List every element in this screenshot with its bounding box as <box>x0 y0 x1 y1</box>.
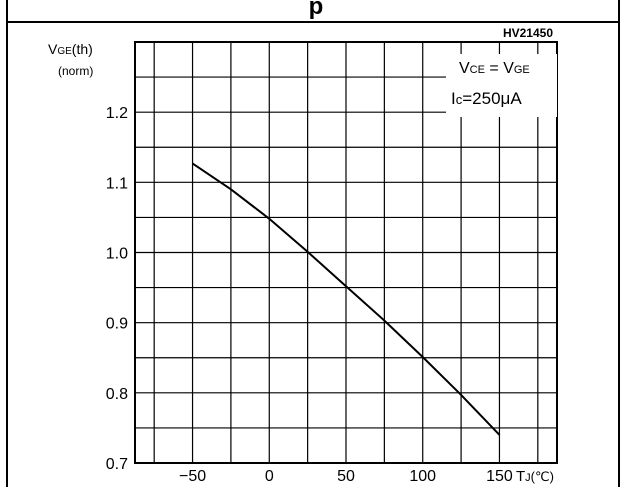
x-axis-label-main: T <box>516 468 525 485</box>
y-axis-norm-label: (norm) <box>58 64 93 78</box>
legend-ic: I <box>451 89 456 108</box>
partial-caption: p <box>309 0 324 20</box>
y-tick-label: 1.2 <box>106 105 128 122</box>
legend-line-1: VCE = VGE <box>459 60 530 77</box>
y-tick-label: 0.9 <box>106 316 128 333</box>
legend-eq: = <box>485 60 503 77</box>
x-tick-label: 150 <box>486 468 513 485</box>
legend-vce: V <box>459 60 470 77</box>
legend-line-2: Ic=250μA <box>451 89 522 108</box>
x-tick-label: −50 <box>179 468 206 485</box>
y-tick-label: 0.8 <box>106 386 128 403</box>
x-axis-label: TJ(℃) <box>516 468 554 485</box>
x-tick-label: 50 <box>337 468 355 485</box>
x-axis-label-sub: J <box>525 472 531 484</box>
x-tick-label: 0 <box>265 468 274 485</box>
legend-vge-sub: GE <box>514 64 530 76</box>
plot-area-border <box>134 41 558 464</box>
y-axis-label-sub: GE <box>57 46 72 57</box>
y-axis-label-main: V <box>48 41 58 57</box>
y-tick-label: 1.0 <box>106 246 128 263</box>
y-tick-label: 0.7 <box>106 456 128 473</box>
legend-vce-sub: CE <box>470 64 485 76</box>
y-axis-label-suffix: (th) <box>72 41 93 57</box>
legend-ic-value: =250μA <box>462 89 522 108</box>
series-line <box>191 162 501 436</box>
y-tick-label: 1.1 <box>106 175 128 192</box>
chart-code: HV21450 <box>503 26 553 40</box>
legend-background <box>446 54 557 117</box>
legend-ic-sub: c <box>456 92 463 107</box>
legend-vge: V <box>503 60 514 77</box>
y-axis-label: VGE(th) <box>48 41 93 57</box>
x-tick-label: 100 <box>409 468 436 485</box>
x-axis-label-unit: (℃) <box>531 469 554 484</box>
